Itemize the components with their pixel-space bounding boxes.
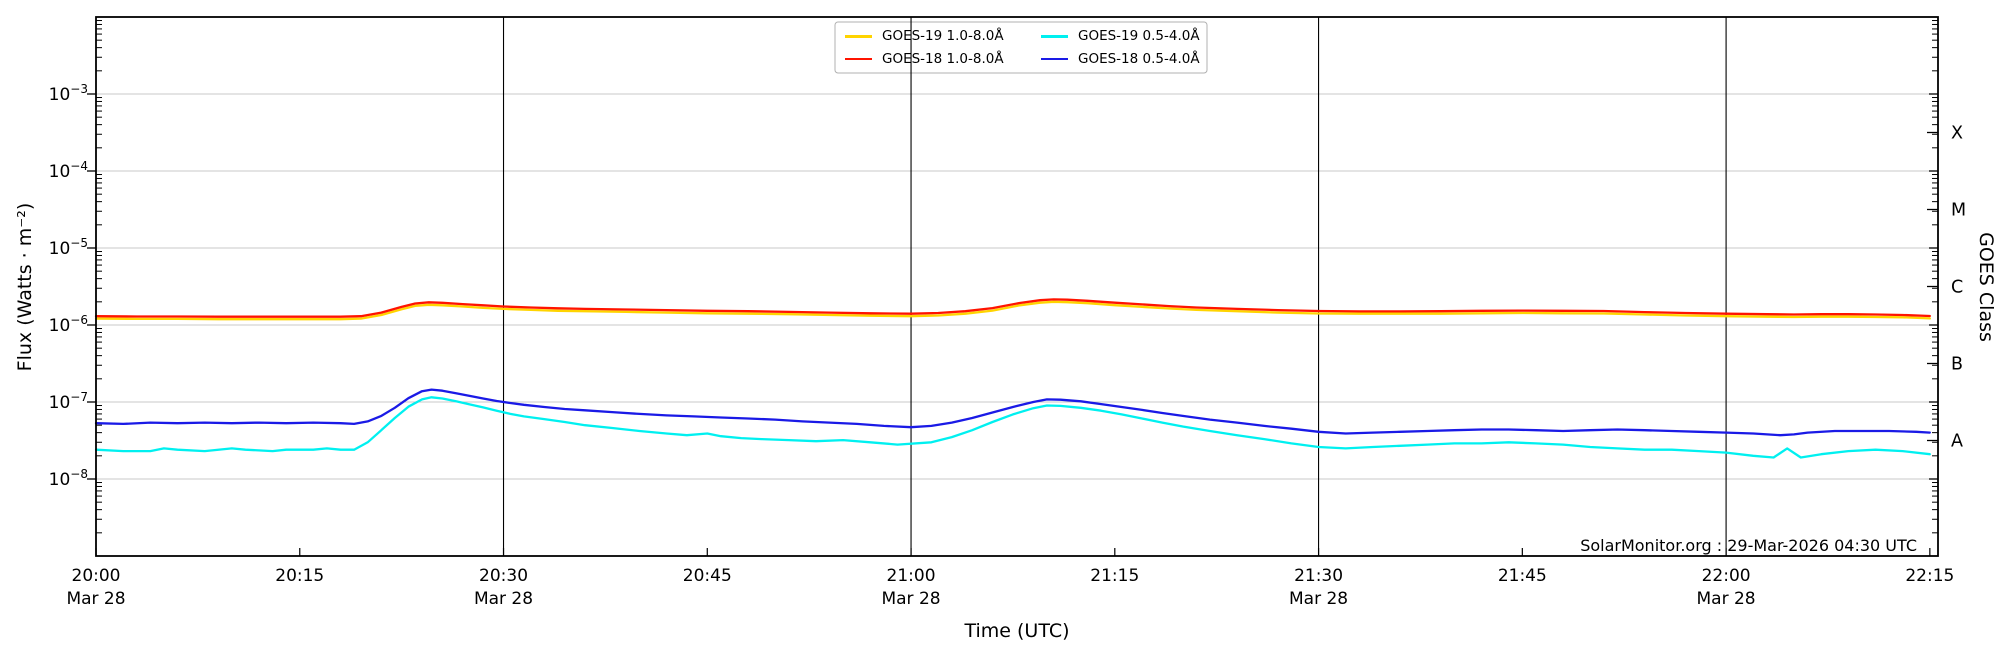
goes-class-label-c: C	[1951, 278, 1963, 298]
x-tick-date-label: Mar 28	[66, 589, 125, 609]
x-tick-date-label: Mar 28	[474, 589, 533, 609]
x-tick-date-label: Mar 28	[881, 589, 940, 609]
series-lines	[94, 298, 1931, 459]
x-tick-label: 21:45	[1498, 566, 1547, 586]
series-line-goes-19-0.5-4.0å	[94, 396, 1931, 459]
y-axis-title-left: Flux (Watts · m⁻²)	[14, 202, 36, 372]
legend-item: GOES-19 0.5-4.0Å	[1041, 28, 1201, 44]
x-tick-label: 21:00	[887, 566, 936, 586]
y-axis-title-right: GOES Class	[1975, 232, 1997, 342]
y-tick-label: 10−4	[49, 159, 88, 182]
x-tick-label: 20:15	[275, 566, 324, 586]
y-tick-label: 10−3	[49, 82, 88, 105]
y-tick-label: 10−6	[49, 313, 88, 336]
legend-label: GOES-18 1.0-8.0Å	[882, 50, 1004, 67]
y-tick-label: 10−7	[49, 390, 88, 413]
goes-class-label-x: X	[1951, 124, 1963, 144]
series-line-goes-18-1.0-8.0å	[94, 298, 1931, 318]
x-tick-labels: 20:00 Mar 28 20:15 20:30 Mar 28 20:45 21:00 Mar…	[66, 566, 1954, 609]
x-tick-label: 22:15	[1905, 566, 1954, 586]
x-tick-label: 22:00	[1702, 566, 1751, 586]
goes-class-label-b: B	[1951, 355, 1963, 375]
legend-line-swatch-goes19-long	[845, 35, 872, 38]
y-tick-label: 10−5	[49, 236, 88, 259]
legend-label: GOES-19 1.0-8.0Å	[882, 28, 1004, 45]
x-axis-title: Time (UTC)	[964, 620, 1070, 642]
series-line-goes-18-0.5-4.0å	[94, 388, 1931, 437]
legend-item: GOES-18 0.5-4.0Å	[1041, 51, 1201, 67]
decade-gridlines	[96, 93, 1938, 480]
watermark-text: SolarMonitor.org : 29-Mar-2026 04:30 UTC	[1580, 536, 1917, 555]
x-tick-label: 21:30	[1294, 566, 1343, 586]
axis-ticks	[87, 20, 1938, 556]
legend-item: GOES-19 1.0-8.0Å	[845, 28, 1041, 44]
legend-line-swatch-goes19-short	[1041, 35, 1068, 38]
legend-line-swatch-goes18-short	[1041, 57, 1068, 60]
legend-label: GOES-18 0.5-4.0Å	[1078, 50, 1200, 67]
goes-class-labels: X M C B A	[1951, 124, 1966, 452]
x-tick-date-label: Mar 28	[1697, 589, 1756, 609]
x-tick-label: 20:45	[683, 566, 732, 586]
x-tick-label: 21:15	[1090, 566, 1139, 586]
legend-line-swatch-goes18-long	[845, 57, 872, 60]
legend-item: GOES-18 1.0-8.0Å	[845, 51, 1041, 67]
legend-box	[834, 21, 1208, 74]
y-tick-label: 10−8	[49, 467, 88, 490]
x-tick-date-label: Mar 28	[1289, 589, 1348, 609]
series-line-goes-19-1.0-8.0å	[94, 300, 1931, 321]
legend: GOES-19 1.0-8.0Å GOES-18 1.0-8.0Å GOES-1…	[835, 22, 1207, 73]
goes-class-label-a: A	[1951, 432, 1963, 452]
x-tick-label: 20:30	[479, 566, 528, 586]
y-tick-labels: 10−3 10−4 10−5 10−6 10−7 10−8	[49, 82, 88, 490]
x-tick-label: 20:00	[72, 566, 121, 586]
goes-class-label-m: M	[1951, 201, 1966, 221]
time-gridlines	[502, 17, 1727, 556]
legend-label: GOES-19 0.5-4.0Å	[1078, 28, 1200, 45]
plot-border	[95, 16, 1939, 557]
